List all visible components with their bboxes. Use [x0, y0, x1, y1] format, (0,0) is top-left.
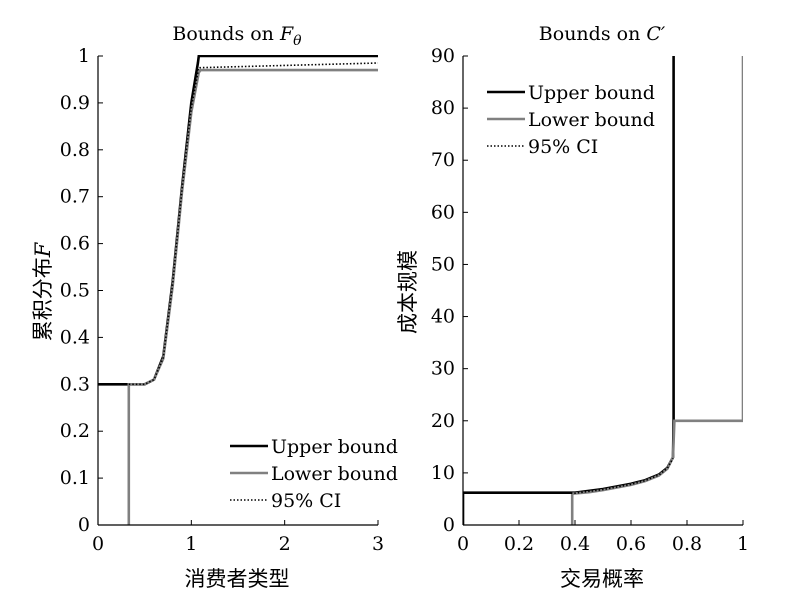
y-tick-label: 1: [78, 45, 90, 67]
x-tick-label: 2: [279, 533, 291, 555]
legend: Upper bound Lower bound 95% CI: [230, 436, 398, 512]
legend-label: Upper bound: [528, 82, 655, 104]
cdf-bounds-panel: Bounds on Fθ 消费者类型 累积分布F 0 0.1 0.2 0.3 0.4 0.…: [31, 23, 398, 591]
y-tick-label: 0.1: [60, 467, 90, 489]
series-line-95-ci: [128, 62, 378, 386]
y-tick-label: 0: [443, 514, 455, 536]
y-tick-label: 0.3: [60, 373, 90, 395]
legend-label: 95% CI: [528, 136, 598, 158]
y-tick-label: 90: [431, 45, 455, 67]
legend: Upper bound Lower bound 95% CI: [487, 82, 655, 158]
legend-label: Lower bound: [528, 109, 655, 131]
y-tick-label: 10: [431, 462, 455, 484]
series-line-95-ci: [465, 457, 674, 495]
y-tick-label: 80: [431, 97, 455, 119]
x-axis-label-right: 交易概率: [560, 567, 644, 591]
y-tick-label: 0.7: [60, 186, 90, 208]
y-tick-label: 0.9: [60, 92, 90, 114]
x-tick-label: 0.4: [560, 533, 590, 555]
x-tick-label: 3: [372, 533, 384, 555]
x-tick-label: 1: [185, 533, 197, 555]
x-tick-label: 0: [457, 533, 469, 555]
chart-title-left: Bounds on Fθ: [172, 23, 302, 49]
y-tick-label: 40: [431, 306, 455, 328]
x-tick-label: 1: [737, 533, 749, 555]
y-tick-label: 30: [431, 358, 455, 380]
series-group: [98, 55, 378, 525]
y-tick-label: 0.4: [60, 326, 90, 348]
x-tick-label: 0.8: [672, 533, 702, 555]
x-tick-label: 0.2: [504, 533, 534, 555]
chart-title-right: Bounds on C′: [539, 23, 666, 45]
series-line-upper-bound: [98, 55, 378, 386]
x-axis-label-left: 消费者类型: [185, 567, 290, 591]
y-tick-label: 0.5: [60, 280, 90, 302]
y-tick-label: 20: [431, 410, 455, 432]
series-group: [463, 56, 743, 525]
y-tick-label: 0: [78, 514, 90, 536]
y-tick-label: 70: [431, 149, 455, 171]
y-tick-label: 0.8: [60, 139, 90, 161]
y-tick-label: 0.2: [60, 420, 90, 442]
legend-label: Upper bound: [271, 436, 398, 458]
legend-label: Lower bound: [271, 463, 398, 485]
y-axis-label-left: 累积分布F: [31, 241, 55, 341]
y-tick-label: 60: [431, 201, 455, 223]
y-tick-label: 0.6: [60, 233, 90, 255]
y-tick-label: 50: [431, 253, 455, 275]
cost-bounds-panel: Bounds on C′ 交易概率 成本规模 01020304050607080…: [396, 23, 749, 591]
legend-label: 95% CI: [271, 490, 341, 512]
x-tick-label: 0.6: [616, 533, 646, 555]
series-line-lower-bound: [127, 68, 378, 525]
x-tick-label: 0: [92, 533, 104, 555]
y-axis-label-right: 成本规模: [396, 250, 420, 334]
